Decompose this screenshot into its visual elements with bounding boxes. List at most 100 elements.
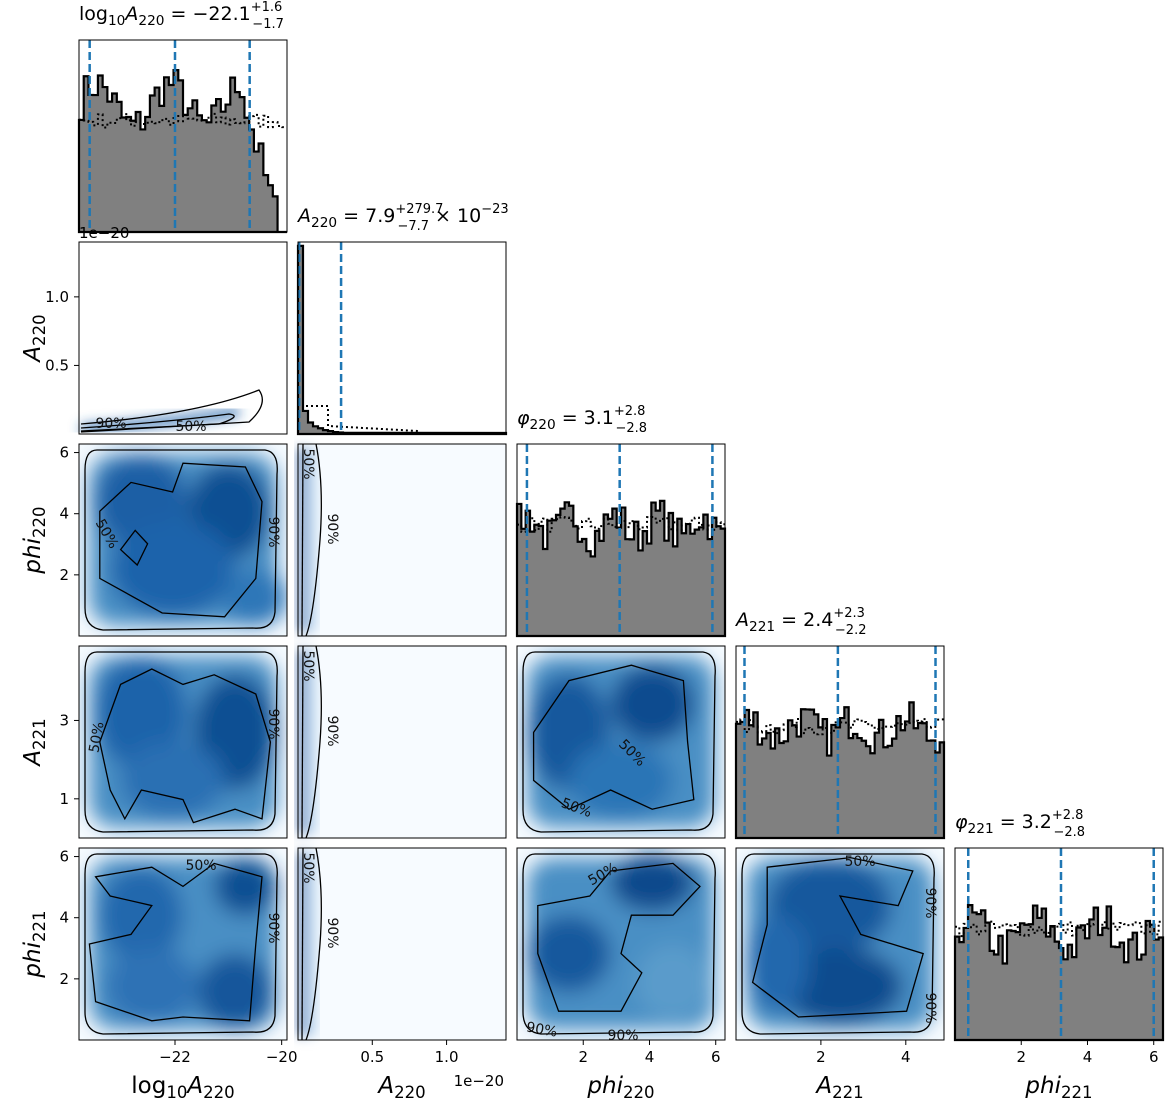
contour-50-r3c2 (532, 664, 695, 810)
panel-frame-r1c1 (297, 241, 507, 435)
ylabel-A221: A221 (20, 718, 49, 767)
reference-histogram-phi220 (517, 516, 725, 533)
xtick-label-phi220-2: 6 (711, 1048, 721, 1066)
histogram-log10A220 (77, 69, 287, 234)
xtick-label-A220-0: 0.5 (360, 1048, 384, 1066)
xtick-label-phi220-0: 2 (578, 1048, 588, 1066)
reference-histogram-phi221 (955, 920, 1163, 938)
xtick-label-A221-0: 2 (816, 1048, 826, 1066)
panel-frame-r2c2 (516, 443, 726, 637)
ytick-label-phi220-0: 2 (59, 566, 69, 584)
contour-90-r1c0 (80, 389, 263, 433)
panel-frame-r4c1 (297, 847, 507, 1041)
ytick-label-phi221-1: 4 (59, 909, 69, 927)
panel-frame-r0c0 (78, 39, 288, 233)
density-A221-phi221 (736, 848, 944, 1040)
panel-frame-r1c0 (78, 241, 288, 435)
title-phi221: φ221 = 3.2+2.8 −2.8 (955, 808, 1085, 840)
panel-frame-r4c0 (78, 847, 288, 1041)
contour-50-r4c3 (751, 856, 925, 1018)
panel-frame-r3c2 (516, 645, 726, 839)
contour-label-50-A220-r2: 50% (300, 448, 316, 479)
ytick-label-A221-1: 3 (59, 711, 69, 729)
contour-label-90-A220-r4: 90% (324, 917, 340, 948)
contour-50-r4c2 (537, 862, 701, 1012)
xlabel-log10A220: log10A220 (131, 1073, 234, 1102)
contour-50-r3c0 (99, 668, 272, 824)
contour-label-90-bottom-r4c2: 90% (607, 1028, 638, 1044)
contour-50-A220-r4 (301, 847, 304, 1041)
contour-label-90-r4c0: 90% (265, 912, 281, 943)
panel-frame-r2c1 (297, 443, 507, 637)
ylabel-phi221: phi221 (20, 910, 49, 978)
contour-90-r4c0 (84, 853, 278, 1035)
contour-label-50-A220-r4: 50% (300, 852, 316, 883)
contour-90-r4c2 (522, 853, 716, 1035)
ytick-label-A220-1: 1.0 (45, 288, 69, 306)
panel-frame-r3c1 (297, 645, 507, 839)
ytick-label-phi220-1: 4 (59, 505, 69, 523)
density-log10A220-A220 (79, 242, 287, 434)
contour-50-A220-r3 (301, 645, 304, 839)
histogram-phi220 (515, 499, 727, 638)
ytick-label-phi221-0: 2 (59, 970, 69, 988)
ytick-label-A220-0: 0.5 (45, 356, 69, 374)
exponent-label-A220: 1e−20 (454, 1072, 504, 1090)
contour-label-50-r4c0: 50% (185, 858, 216, 874)
contour-50-r4c0 (88, 862, 263, 1022)
title-A220: A220 = 7.9+279.7 −7.7 × 10−23 (296, 202, 509, 234)
density-A220-row4 (298, 848, 506, 1040)
contour-50-r1c0 (80, 413, 235, 432)
reference-histogram-A220 (306, 405, 419, 432)
ylabel-A220: A220 (20, 314, 49, 363)
histogram-A220 (296, 244, 508, 436)
contour-label-90-A220-r2: 90% (324, 513, 340, 544)
contour-label-90-r1c0: 90% (95, 416, 126, 432)
density-A220-row2 (298, 444, 506, 636)
contour-label-90-bottom-r4c3: 90% (922, 992, 938, 1023)
contour-label-90-r2c0: 90% (265, 516, 281, 547)
xtick-label-log10A220-0: −22 (159, 1048, 191, 1066)
histogram-phi221 (953, 904, 1165, 1042)
reference-histogram-log10A220 (79, 112, 287, 129)
density-log10A220-A221 (79, 646, 287, 838)
density-log10A220-phi220 (79, 444, 287, 636)
contour-label-50-r1c0: 50% (175, 419, 206, 435)
xtick-label-log10A220-1: −20 (266, 1048, 298, 1066)
contour-90-r2c0 (84, 449, 278, 631)
contour-90-A220-r3 (305, 645, 322, 839)
xlabel-phi220: phi220 (586, 1073, 654, 1102)
contour-label-90-r3c0: 90% (265, 708, 281, 739)
contour-90-A220-r4 (305, 847, 322, 1041)
density-phi220-A221 (517, 646, 725, 838)
contour-label-90-r4c2: 90% (525, 1019, 558, 1040)
histogram-A221 (734, 701, 946, 840)
xtick-label-phi221-2: 6 (1149, 1048, 1159, 1066)
contour-50-r2c0 (99, 462, 263, 618)
contour-90-r3c2 (522, 651, 716, 833)
title-A221: A221 = 2.4+2.3 −2.2 (734, 606, 866, 638)
xtick-label-A220-1: 1.0 (435, 1048, 459, 1066)
density-A220-row3 (298, 646, 506, 838)
density-log10A220-phi221 (79, 848, 287, 1040)
exponent-label-A220-yaxis: 1e−20 (79, 224, 129, 242)
contour-label-50-A220-r3: 50% (300, 650, 316, 681)
contour-90-A220-r2 (305, 443, 322, 637)
contour-50-inner-r2c0 (119, 529, 149, 567)
panel-frame-r4c2 (516, 847, 726, 1041)
ytick-label-A221-0: 1 (59, 790, 69, 808)
xlabel-A221: A221 (814, 1073, 863, 1102)
xtick-label-phi221-0: 2 (1016, 1048, 1026, 1066)
xtick-label-phi221-1: 4 (1083, 1048, 1093, 1066)
title-phi220: φ220 = 3.1+2.8 −2.8 (517, 404, 647, 436)
panel-frame-r3c3 (735, 645, 945, 839)
panel-frame-r4c3 (735, 847, 945, 1041)
ytick-label-phi220-2: 6 (59, 444, 69, 462)
contour-90-r4c3 (741, 853, 935, 1035)
contour-50-A220-r2 (301, 443, 304, 637)
density-phi220-phi221 (517, 848, 725, 1040)
title-log10A220: log10A220 = −22.1+1.6 −1.7 (79, 0, 284, 32)
ylabel-phi220: phi220 (20, 506, 49, 574)
panel-frame-r4c4 (954, 847, 1164, 1041)
